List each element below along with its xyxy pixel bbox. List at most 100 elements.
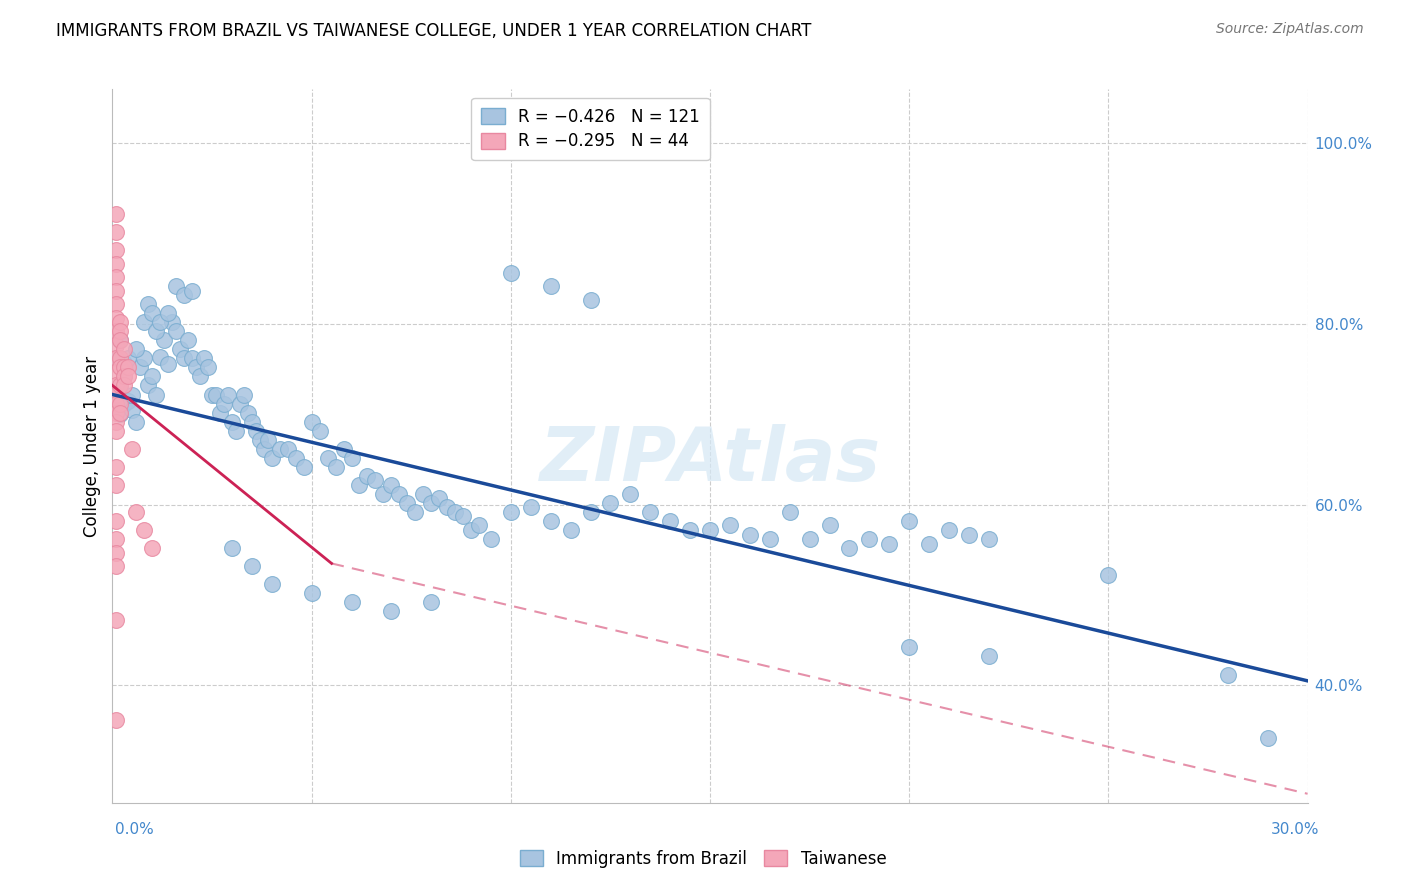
Point xyxy=(105,378,128,392)
Point xyxy=(105,406,128,420)
Point xyxy=(1097,568,1119,582)
Point xyxy=(659,514,682,528)
Point xyxy=(121,402,143,417)
Point xyxy=(114,378,135,392)
Point xyxy=(380,478,402,492)
Point xyxy=(420,496,443,510)
Point xyxy=(110,406,132,420)
Point xyxy=(105,324,128,338)
Point xyxy=(349,478,371,492)
Point xyxy=(479,532,502,546)
Point xyxy=(938,523,960,537)
Point xyxy=(838,541,860,555)
Point xyxy=(977,649,1000,664)
Legend: R = −0.426   N = 121, R = −0.295   N = 44: R = −0.426 N = 121, R = −0.295 N = 44 xyxy=(471,97,710,161)
Point xyxy=(1216,667,1239,681)
Point xyxy=(186,360,208,375)
Point xyxy=(308,424,330,438)
Point xyxy=(114,343,135,357)
Point xyxy=(388,487,411,501)
Point xyxy=(292,459,315,474)
Point xyxy=(240,559,263,574)
Point xyxy=(277,442,299,456)
Point xyxy=(444,505,467,519)
Point xyxy=(114,356,135,370)
Text: IMMIGRANTS FROM BRAZIL VS TAIWANESE COLLEGE, UNDER 1 YEAR CORRELATION CHART: IMMIGRANTS FROM BRAZIL VS TAIWANESE COLL… xyxy=(56,22,811,40)
Point xyxy=(153,334,176,348)
Point xyxy=(332,442,354,456)
Point xyxy=(105,351,128,366)
Point xyxy=(134,523,156,537)
Point xyxy=(173,351,195,366)
Point xyxy=(121,387,143,401)
Point xyxy=(858,532,880,546)
Point xyxy=(105,297,128,311)
Point xyxy=(638,505,662,519)
Point xyxy=(236,406,259,420)
Point xyxy=(117,360,139,375)
Point xyxy=(110,334,132,348)
Point xyxy=(188,369,211,384)
Point xyxy=(460,523,482,537)
Point xyxy=(918,536,941,550)
Point xyxy=(229,396,252,410)
Point xyxy=(110,315,132,329)
Point xyxy=(499,266,522,280)
Point xyxy=(114,369,135,384)
Point xyxy=(779,505,801,519)
Point xyxy=(110,351,132,366)
Text: 30.0%: 30.0% xyxy=(1271,822,1319,837)
Point xyxy=(110,408,132,422)
Point xyxy=(284,450,307,465)
Point xyxy=(877,536,900,550)
Point xyxy=(520,500,543,515)
Point xyxy=(898,640,921,655)
Point xyxy=(396,496,419,510)
Point xyxy=(1257,731,1279,745)
Point xyxy=(316,450,339,465)
Point xyxy=(301,586,323,600)
Point xyxy=(125,505,148,519)
Point xyxy=(157,306,180,320)
Point xyxy=(105,225,128,239)
Point xyxy=(260,577,283,591)
Point xyxy=(165,279,187,293)
Point xyxy=(162,315,183,329)
Point xyxy=(436,500,458,515)
Point xyxy=(221,415,243,429)
Point xyxy=(105,207,128,221)
Point xyxy=(105,243,128,257)
Point xyxy=(141,369,163,384)
Text: ZIPAtlas: ZIPAtlas xyxy=(540,424,880,497)
Point xyxy=(412,487,434,501)
Point xyxy=(117,369,139,384)
Point xyxy=(212,396,235,410)
Point xyxy=(114,360,135,375)
Point xyxy=(114,396,135,410)
Point xyxy=(499,505,522,519)
Point xyxy=(110,378,132,392)
Point xyxy=(193,351,215,366)
Point xyxy=(173,288,195,302)
Point xyxy=(105,559,128,574)
Point xyxy=(468,518,491,533)
Point xyxy=(105,284,128,298)
Point xyxy=(145,324,167,338)
Point xyxy=(105,310,128,325)
Point xyxy=(105,713,128,727)
Point xyxy=(260,450,283,465)
Point xyxy=(105,256,128,270)
Point xyxy=(579,505,602,519)
Point xyxy=(898,514,921,528)
Point xyxy=(201,387,224,401)
Point xyxy=(125,415,148,429)
Point xyxy=(718,518,741,533)
Point xyxy=(205,387,228,401)
Point xyxy=(699,523,721,537)
Point xyxy=(105,270,128,285)
Point xyxy=(105,389,128,403)
Point xyxy=(579,293,602,307)
Point xyxy=(233,387,256,401)
Point xyxy=(110,324,132,338)
Point xyxy=(125,343,148,357)
